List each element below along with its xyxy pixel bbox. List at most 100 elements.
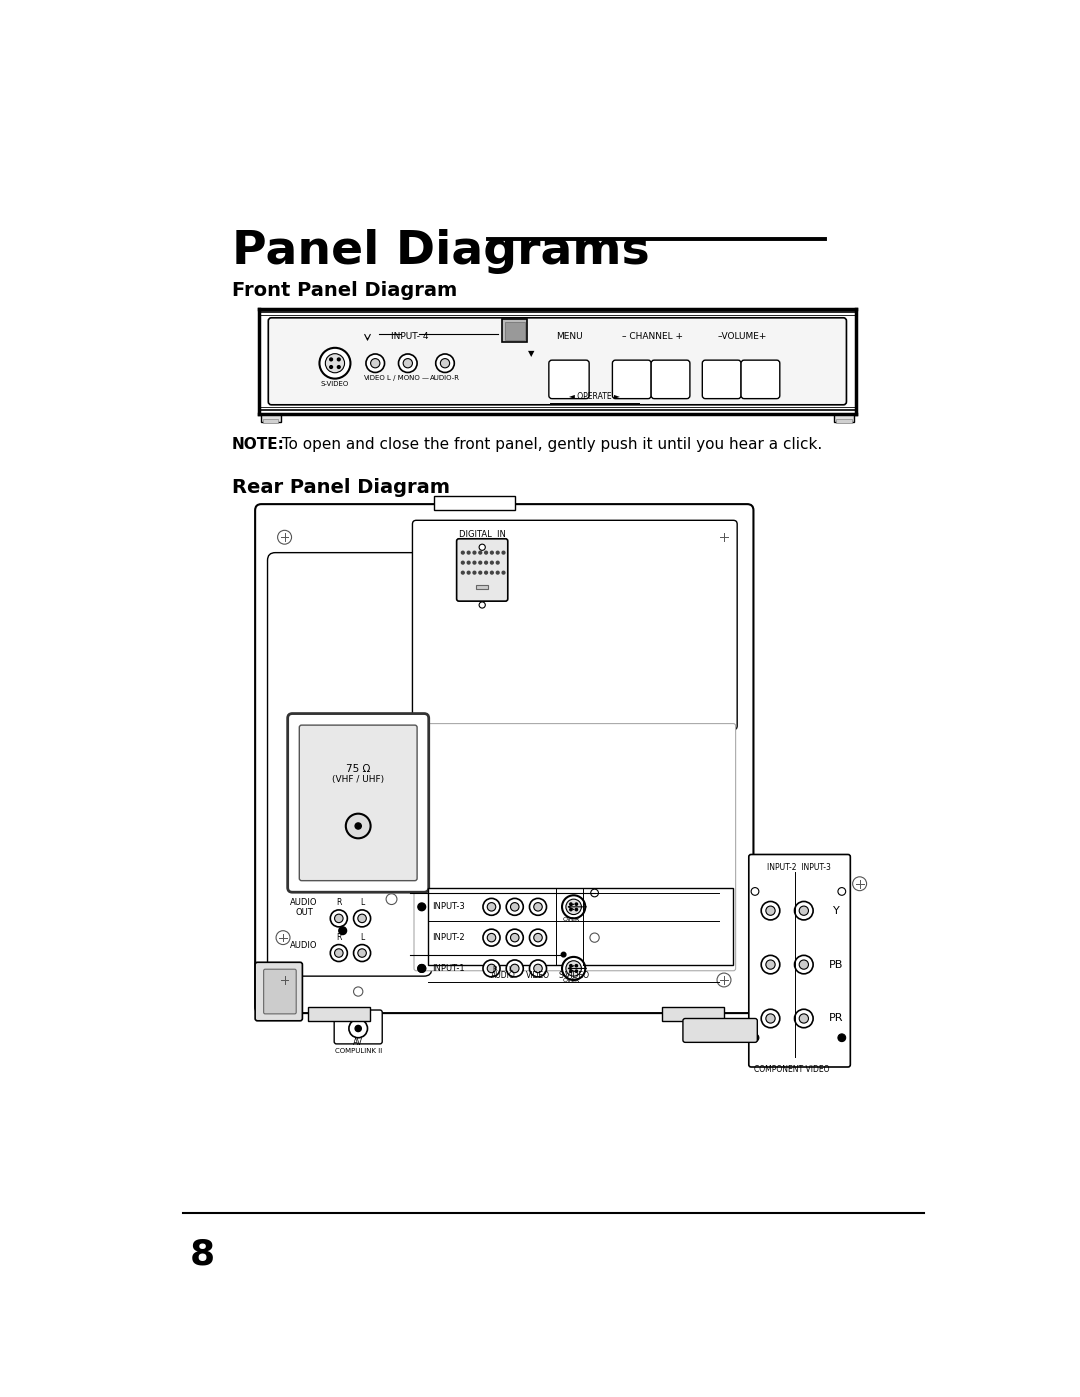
Text: OVER: OVER xyxy=(563,916,580,922)
Circle shape xyxy=(441,359,449,367)
Circle shape xyxy=(478,571,482,574)
Text: PB: PB xyxy=(829,960,843,970)
FancyBboxPatch shape xyxy=(268,317,847,405)
Circle shape xyxy=(353,986,363,996)
Circle shape xyxy=(799,1014,809,1023)
FancyBboxPatch shape xyxy=(299,725,417,880)
Circle shape xyxy=(487,933,496,942)
Text: – CHANNEL +: – CHANNEL + xyxy=(622,331,684,341)
Circle shape xyxy=(418,964,426,972)
Text: DIGITAL  IN: DIGITAL IN xyxy=(459,531,505,539)
Text: Y: Y xyxy=(833,905,840,915)
Text: R: R xyxy=(336,898,341,907)
Text: AUDIO: AUDIO xyxy=(490,971,515,981)
Circle shape xyxy=(403,359,413,367)
Text: OVER: OVER xyxy=(563,978,580,983)
Circle shape xyxy=(461,571,464,574)
Circle shape xyxy=(717,531,731,545)
Text: 75 Ω: 75 Ω xyxy=(346,764,370,774)
Circle shape xyxy=(562,953,566,957)
Text: OUT: OUT xyxy=(295,908,313,916)
Circle shape xyxy=(761,901,780,921)
Circle shape xyxy=(320,348,350,379)
Text: INPUT-2: INPUT-2 xyxy=(432,933,464,942)
FancyBboxPatch shape xyxy=(255,504,754,1013)
FancyBboxPatch shape xyxy=(413,520,738,729)
Circle shape xyxy=(473,552,476,555)
Circle shape xyxy=(576,902,578,905)
Circle shape xyxy=(480,545,485,550)
Circle shape xyxy=(349,1020,367,1038)
Circle shape xyxy=(461,552,464,555)
Circle shape xyxy=(276,930,291,944)
Circle shape xyxy=(355,1025,362,1031)
Circle shape xyxy=(534,902,542,911)
Circle shape xyxy=(751,1034,759,1042)
FancyBboxPatch shape xyxy=(741,360,780,398)
FancyBboxPatch shape xyxy=(287,714,429,893)
Text: R: R xyxy=(336,933,341,942)
Text: R     L: R L xyxy=(494,965,513,972)
FancyBboxPatch shape xyxy=(334,1010,382,1044)
Circle shape xyxy=(761,1009,780,1028)
Circle shape xyxy=(485,552,487,555)
Circle shape xyxy=(497,562,499,564)
Circle shape xyxy=(511,902,519,911)
Circle shape xyxy=(511,964,519,972)
Circle shape xyxy=(502,571,505,574)
Circle shape xyxy=(766,907,775,915)
Text: S-VIDEO: S-VIDEO xyxy=(321,381,349,387)
Circle shape xyxy=(529,929,546,946)
Circle shape xyxy=(468,552,470,555)
Text: AV: AV xyxy=(353,1038,363,1046)
Circle shape xyxy=(751,887,759,895)
Text: AUDIO: AUDIO xyxy=(291,898,318,907)
Circle shape xyxy=(502,552,505,555)
Circle shape xyxy=(485,562,487,564)
Text: ◄ OPERATE ►: ◄ OPERATE ► xyxy=(569,393,620,401)
FancyBboxPatch shape xyxy=(702,360,741,398)
Circle shape xyxy=(852,877,866,891)
Text: INPUT- 4: INPUT- 4 xyxy=(391,331,429,341)
Text: –VOLUME+: –VOLUME+ xyxy=(718,331,767,341)
Bar xyxy=(836,419,852,423)
Text: (VHF / UHF): (VHF / UHF) xyxy=(333,775,384,784)
Bar xyxy=(502,320,527,342)
Bar xyxy=(434,496,515,510)
FancyBboxPatch shape xyxy=(268,553,432,977)
Circle shape xyxy=(483,898,500,915)
Circle shape xyxy=(490,552,494,555)
Bar xyxy=(834,414,854,422)
Circle shape xyxy=(346,813,370,838)
Circle shape xyxy=(480,602,485,608)
Circle shape xyxy=(353,944,370,961)
Circle shape xyxy=(485,571,487,574)
Text: INPUT-1: INPUT-1 xyxy=(432,964,464,972)
Circle shape xyxy=(766,1014,775,1023)
Circle shape xyxy=(478,562,482,564)
Circle shape xyxy=(507,960,524,977)
Circle shape xyxy=(799,960,809,970)
Text: ▼: ▼ xyxy=(528,349,535,358)
Circle shape xyxy=(337,366,340,369)
Circle shape xyxy=(487,902,496,911)
FancyBboxPatch shape xyxy=(612,360,651,398)
Text: L: L xyxy=(360,933,364,942)
Circle shape xyxy=(483,929,500,946)
Text: S-VIDEO: S-VIDEO xyxy=(558,971,590,981)
Circle shape xyxy=(418,964,426,972)
Circle shape xyxy=(353,909,370,926)
Circle shape xyxy=(566,900,581,915)
Text: To open and close the front panel, gently push it until you hear a click.: To open and close the front panel, gentl… xyxy=(272,437,823,453)
Circle shape xyxy=(355,823,362,828)
Circle shape xyxy=(473,571,476,574)
Circle shape xyxy=(534,964,542,972)
Circle shape xyxy=(795,1009,813,1028)
Circle shape xyxy=(795,956,813,974)
Circle shape xyxy=(461,562,464,564)
Text: AUDIO-R: AUDIO-R xyxy=(430,376,460,381)
Text: COMPONENT VIDEO: COMPONENT VIDEO xyxy=(754,1066,829,1074)
Text: NOTE:: NOTE: xyxy=(232,437,285,453)
Circle shape xyxy=(761,956,780,974)
Circle shape xyxy=(534,933,542,942)
